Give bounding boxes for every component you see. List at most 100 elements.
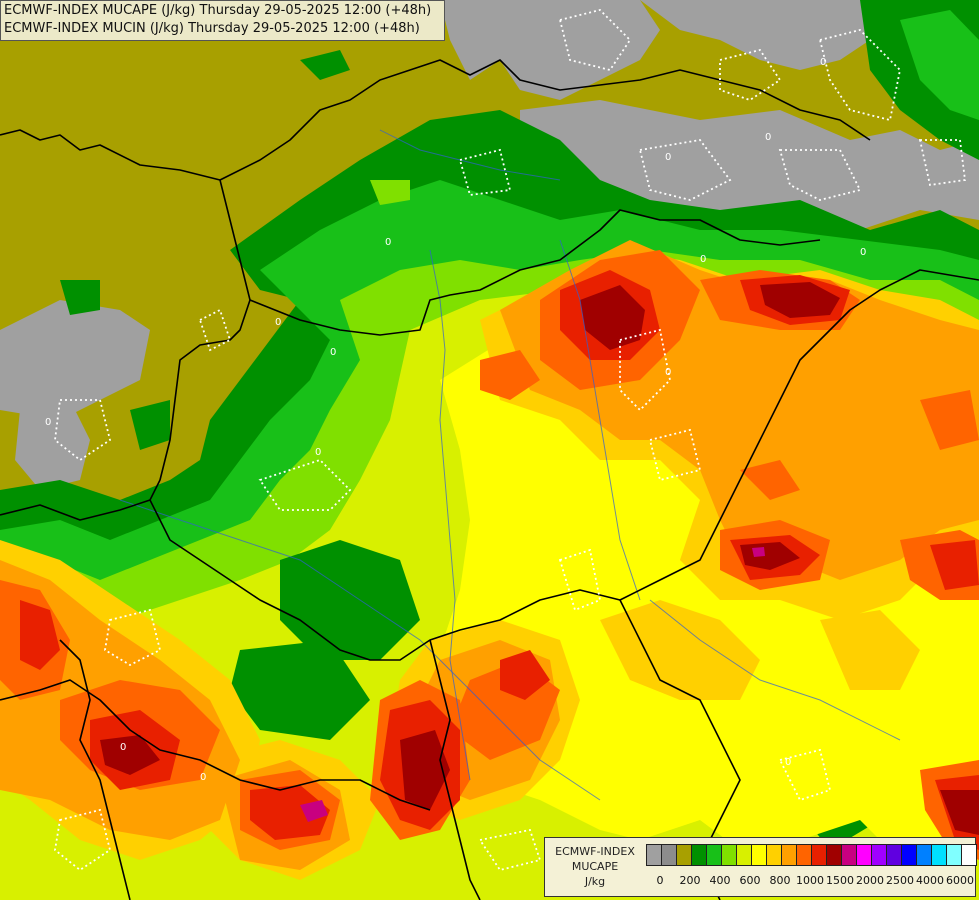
mucin-contour-label: 0 bbox=[665, 367, 671, 378]
mucin-contour bbox=[478, 828, 542, 872]
mucape-title: ECMWF-INDEX MUCAPE (J/kg) Thursday 29-05… bbox=[4, 3, 432, 18]
legend-swatch bbox=[796, 844, 812, 866]
legend-swatches bbox=[646, 844, 977, 866]
mucin-contour-label: 0 bbox=[700, 254, 706, 265]
mucin-contour bbox=[818, 29, 901, 122]
country-border bbox=[149, 179, 251, 501]
country-border bbox=[0, 269, 979, 661]
legend-tick-label: 0 bbox=[656, 874, 664, 887]
legend-swatch bbox=[751, 844, 767, 866]
legend-swatch bbox=[691, 844, 707, 866]
legend-swatch bbox=[676, 844, 692, 866]
legend-tick-label: 1500 bbox=[826, 874, 854, 887]
legend-tick-label: 400 bbox=[709, 874, 731, 887]
legend-swatch bbox=[736, 844, 752, 866]
legend-swatch bbox=[646, 844, 662, 866]
mucape-1000-1500 bbox=[920, 390, 979, 450]
low-value-area bbox=[440, 0, 660, 100]
mucin-contour-label: 0 bbox=[275, 317, 281, 328]
mucin-contour-label: 0 bbox=[860, 247, 866, 258]
legend-swatch bbox=[886, 844, 902, 866]
mucape-0-200 bbox=[300, 50, 350, 80]
legend-tick-label: 600 bbox=[739, 874, 761, 887]
mucin-contour bbox=[719, 48, 782, 101]
mucin-contour bbox=[198, 308, 232, 352]
low-cape-patch bbox=[230, 640, 370, 740]
mucape-2000-2500 bbox=[580, 285, 645, 350]
mucin-contour bbox=[558, 9, 632, 72]
legend-swatch bbox=[871, 844, 887, 866]
legend-swatch bbox=[856, 844, 872, 866]
legend-variable: MUCAPE bbox=[571, 860, 619, 873]
mucin-contour-label: 0 bbox=[765, 132, 771, 143]
legend-swatch bbox=[931, 844, 947, 866]
legend-swatch bbox=[706, 844, 722, 866]
mucape-600-800 bbox=[600, 600, 760, 700]
mucin-contour bbox=[558, 548, 602, 612]
mucin-contour-label: 0 bbox=[45, 417, 51, 428]
country-border bbox=[0, 59, 871, 181]
low-value-area bbox=[640, 0, 880, 70]
mucin-title: ECMWF-INDEX MUCIN (J/kg) Thursday 29-05-… bbox=[4, 21, 420, 36]
legend-tick-label: 800 bbox=[769, 874, 791, 887]
country-border bbox=[0, 679, 431, 811]
mucape-2500-plus bbox=[752, 547, 765, 557]
mucape-1500-2000 bbox=[20, 600, 60, 670]
mucape-2000-2500 bbox=[940, 790, 979, 835]
low-value-area bbox=[15, 400, 90, 490]
country-border bbox=[249, 209, 821, 336]
legend-tick-label: 6000 bbox=[946, 874, 974, 887]
legend-swatch bbox=[766, 844, 782, 866]
country-border bbox=[59, 639, 131, 900]
mucin-contour-label: 0 bbox=[120, 742, 126, 753]
legend-swatch bbox=[916, 844, 932, 866]
legend-tick-label: 2000 bbox=[856, 874, 884, 887]
legend-swatch bbox=[661, 844, 677, 866]
mucin-contour-label: 0 bbox=[315, 447, 321, 458]
mucape-2000-2500 bbox=[400, 730, 450, 810]
mucin-contour-label: 0 bbox=[330, 347, 336, 358]
mucape-2000-2500 bbox=[760, 282, 840, 318]
mucin-contour bbox=[778, 149, 862, 201]
color-legend: ECMWF-INDEX MUCAPE J/kg 0 200 400 600 800 100… bbox=[544, 837, 977, 897]
mucin-contour-label: 0 bbox=[785, 757, 791, 768]
river bbox=[429, 249, 471, 781]
river bbox=[649, 599, 901, 741]
legend-tick-label: 2500 bbox=[886, 874, 914, 887]
mucin-contour bbox=[918, 139, 967, 187]
legend-swatch bbox=[826, 844, 842, 866]
mucin-contour bbox=[54, 399, 112, 462]
legend-model: ECMWF-INDEX bbox=[555, 845, 635, 858]
legend-swatch bbox=[841, 844, 857, 866]
mucin-contour-label: 0 bbox=[820, 57, 826, 68]
river bbox=[559, 239, 641, 601]
mucin-contour-labels: 0 0 0 0 0 0 0 0 0 0 0 0 0 0 bbox=[45, 57, 866, 783]
mucin-contour-label: 0 bbox=[385, 237, 391, 248]
mucin-contour bbox=[54, 808, 112, 872]
legend-swatch bbox=[781, 844, 797, 866]
legend-tick-label: 4000 bbox=[916, 874, 944, 887]
mucape-0-200 bbox=[60, 280, 100, 315]
mucin-contour-label: 0 bbox=[200, 772, 206, 783]
country-border bbox=[429, 639, 481, 900]
mucape-200-300 bbox=[900, 10, 979, 120]
legend-swatch bbox=[946, 844, 962, 866]
mucin-contours bbox=[54, 9, 967, 872]
mucape-1000-1500 bbox=[740, 460, 800, 500]
mucape-1500-2000 bbox=[500, 650, 550, 700]
legend-unit: J/kg bbox=[584, 875, 606, 888]
mucape-600-800 bbox=[820, 610, 920, 690]
mucape-1500-2000 bbox=[930, 540, 979, 590]
mucape-1000-1500 bbox=[480, 350, 540, 400]
mucin-contour bbox=[619, 328, 671, 412]
legend-tick-label: 1000 bbox=[796, 874, 824, 887]
legend-swatch bbox=[721, 844, 737, 866]
low-value-area bbox=[0, 300, 150, 420]
river bbox=[119, 499, 601, 801]
legend-swatch bbox=[961, 844, 977, 866]
legend-swatch bbox=[811, 844, 827, 866]
legend-ticks: 0 200 400 600 800 1000 1500 2000 2500 4000 6000 bbox=[646, 874, 976, 888]
legend-title: ECMWF-INDEX MUCAPE J/kg bbox=[547, 844, 643, 889]
